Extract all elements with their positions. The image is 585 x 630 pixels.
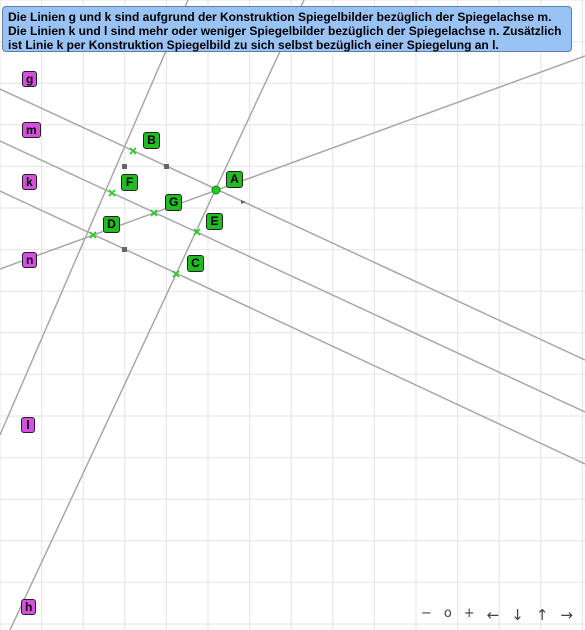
line-label-l[interactable]: l xyxy=(21,417,35,433)
square-mark xyxy=(122,164,127,169)
navigation-controls: − o + ← ↓ ↑ → xyxy=(421,606,573,624)
line-label-k[interactable]: k xyxy=(22,174,37,190)
pan-down-button[interactable]: ↓ xyxy=(511,606,524,624)
line-label-n[interactable]: n xyxy=(22,252,38,268)
pan-right-button[interactable]: → xyxy=(560,606,573,624)
point-label-E[interactable]: E xyxy=(206,213,223,230)
arrow-mark xyxy=(241,200,246,204)
line-label-m[interactable]: m xyxy=(22,122,41,138)
line-h[interactable] xyxy=(9,0,305,630)
construction-marks xyxy=(122,164,246,252)
point-label-G[interactable]: G xyxy=(165,194,183,211)
pan-up-button[interactable]: ↑ xyxy=(535,606,549,624)
line-label-g[interactable]: g xyxy=(22,71,38,87)
point-D[interactable] xyxy=(89,231,97,239)
line-g[interactable] xyxy=(0,88,585,361)
line-k[interactable] xyxy=(0,140,585,413)
point-B[interactable] xyxy=(129,147,137,155)
point-A[interactable] xyxy=(211,185,221,195)
point-G[interactable] xyxy=(150,209,158,217)
point-label-C[interactable]: C xyxy=(187,255,204,272)
point-label-F[interactable]: F xyxy=(121,174,138,191)
pan-left-button[interactable]: ← xyxy=(486,606,500,624)
point-label-D[interactable]: D xyxy=(103,216,120,233)
point-label-A[interactable]: A xyxy=(226,171,243,188)
zoom-reset-button[interactable]: o xyxy=(443,606,452,621)
line-n[interactable] xyxy=(0,190,585,465)
info-text-box: Die Linien g und k sind aufgrund der Kon… xyxy=(2,6,572,52)
line-label-h[interactable]: h xyxy=(21,599,37,615)
point-C[interactable] xyxy=(172,270,180,278)
point-E[interactable] xyxy=(193,228,201,236)
points xyxy=(89,147,221,278)
zoom-out-button[interactable]: − xyxy=(420,606,432,621)
line-m[interactable] xyxy=(0,55,585,270)
point-label-B[interactable]: B xyxy=(143,132,160,149)
point-F[interactable] xyxy=(108,189,116,197)
line-l[interactable] xyxy=(0,0,189,436)
square-mark xyxy=(122,247,127,252)
square-mark xyxy=(164,164,169,169)
zoom-in-button[interactable]: + xyxy=(463,606,475,621)
